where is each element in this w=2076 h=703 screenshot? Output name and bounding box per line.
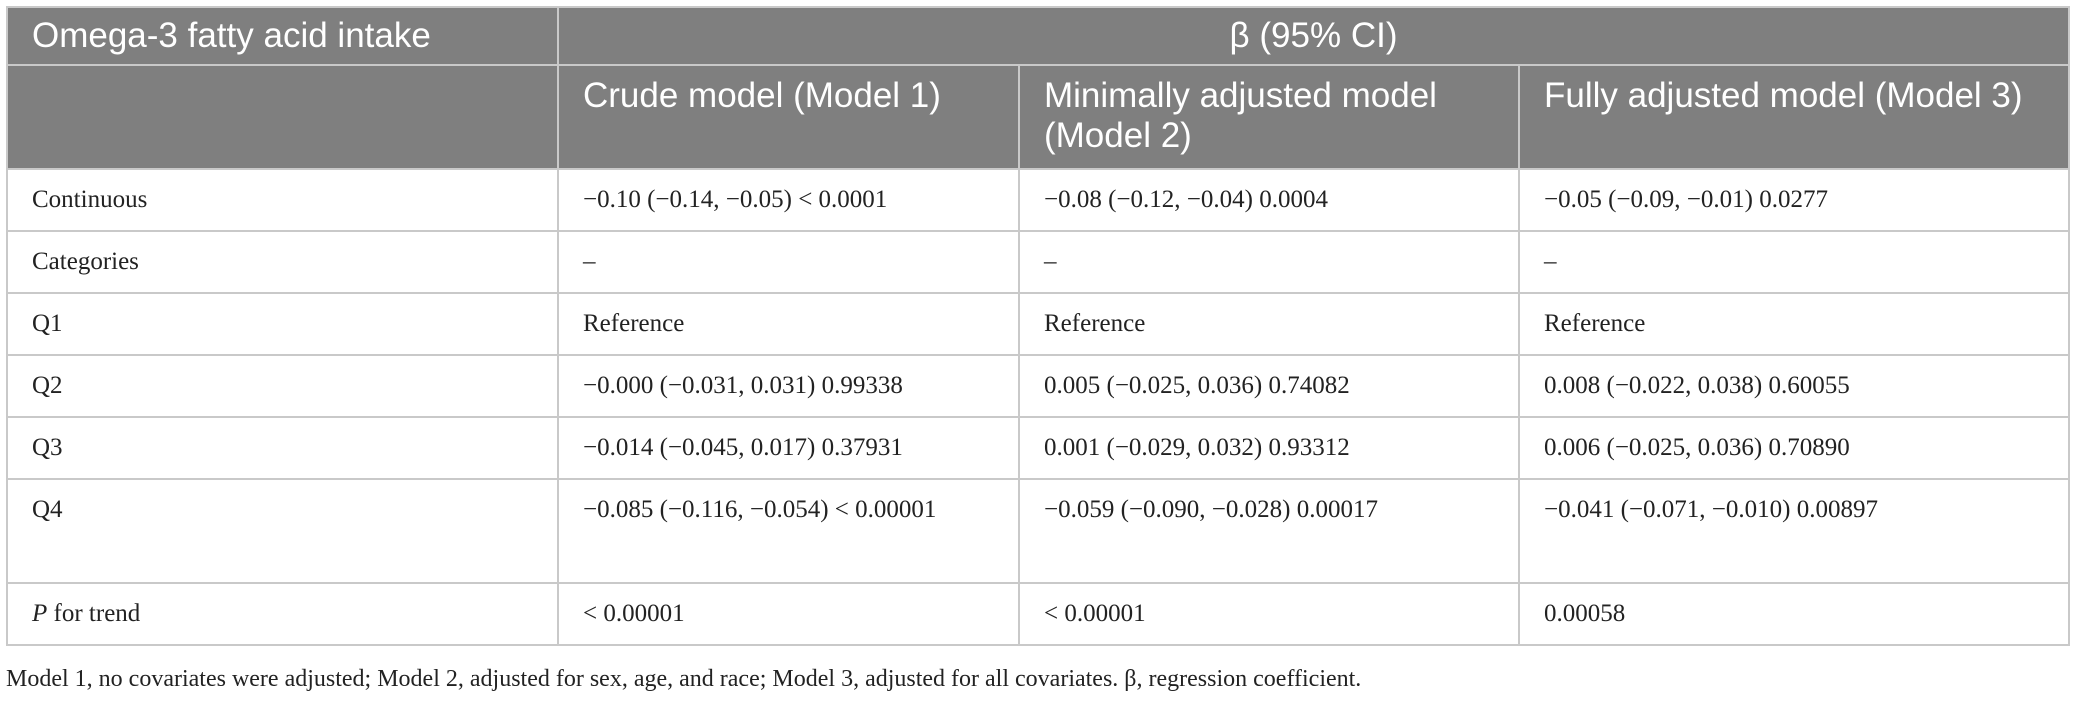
cell-model-2: −0.059 (−0.090, −0.028) 0.00017 bbox=[1018, 478, 1520, 584]
cell-model-2: −0.08 (−0.12, −0.04) 0.0004 bbox=[1018, 168, 1520, 232]
table-row-q2: Q2 −0.000 (−0.031, 0.031) 0.99338 0.005 … bbox=[6, 354, 2071, 418]
table-row-q1: Q1 Reference Reference Reference bbox=[6, 292, 2071, 356]
cell-model-1: −0.000 (−0.031, 0.031) 0.99338 bbox=[557, 354, 1020, 418]
cell-model-3: 0.00058 bbox=[1517, 582, 2071, 646]
row-label: Categories bbox=[6, 230, 559, 294]
cell-model-2: Reference bbox=[1018, 292, 1520, 356]
table-footnote: Model 1, no covariates were adjusted; Mo… bbox=[6, 666, 1362, 692]
cell-model-3: 0.006 (−0.025, 0.036) 0.70890 bbox=[1517, 416, 2071, 480]
table-row-p-for-trend: P for trend < 0.00001 < 0.00001 0.00058 bbox=[6, 582, 2071, 646]
cell-model-3: −0.05 (−0.09, −0.01) 0.0277 bbox=[1517, 168, 2071, 232]
header-exposure: Omega-3 fatty acid intake bbox=[6, 6, 559, 66]
row-label: Q1 bbox=[6, 292, 559, 356]
trend-label-rest: for trend bbox=[47, 600, 141, 627]
table-row-q3: Q3 −0.014 (−0.045, 0.017) 0.37931 0.001 … bbox=[6, 416, 2071, 480]
header-row-2: Crude model (Model 1) Minimally adjusted… bbox=[6, 64, 2071, 170]
row-label: Q3 bbox=[6, 416, 559, 480]
cell-model-2: – bbox=[1018, 230, 1520, 294]
cell-model-2: < 0.00001 bbox=[1018, 582, 1520, 646]
results-table-container: Omega-3 fatty acid intake β (95% CI) Cru… bbox=[6, 6, 2071, 646]
results-table: Omega-3 fatty acid intake β (95% CI) Cru… bbox=[6, 6, 2071, 646]
cell-model-2: 0.005 (−0.025, 0.036) 0.74082 bbox=[1018, 354, 1520, 418]
cell-model-3: Reference bbox=[1517, 292, 2071, 356]
cell-model-1: −0.014 (−0.045, 0.017) 0.37931 bbox=[557, 416, 1020, 480]
cell-model-1: Reference bbox=[557, 292, 1020, 356]
cell-model-1: −0.085 (−0.116, −0.054) < 0.00001 bbox=[557, 478, 1020, 584]
header-model-3: Fully adjusted model (Model 3) bbox=[1517, 64, 2071, 170]
cell-model-1: −0.10 (−0.14, −0.05) < 0.0001 bbox=[557, 168, 1020, 232]
cell-model-1: < 0.00001 bbox=[557, 582, 1020, 646]
cell-model-1: – bbox=[557, 230, 1020, 294]
p-italic: P bbox=[32, 600, 48, 627]
cell-model-2: 0.001 (−0.029, 0.032) 0.93312 bbox=[1018, 416, 1520, 480]
table-row-categories: Categories – – – bbox=[6, 230, 2071, 294]
row-label: Continuous bbox=[6, 168, 559, 232]
row-label: Q2 bbox=[6, 354, 559, 418]
header-model-1: Crude model (Model 1) bbox=[557, 64, 1020, 170]
cell-model-3: – bbox=[1517, 230, 2071, 294]
table-row-q4: Q4 −0.085 (−0.116, −0.054) < 0.00001 −0.… bbox=[6, 478, 2071, 584]
row-label: P for trend bbox=[6, 582, 559, 646]
cell-model-3: 0.008 (−0.022, 0.038) 0.60055 bbox=[1517, 354, 2071, 418]
row-label: Q4 bbox=[6, 478, 559, 584]
table-row-continuous: Continuous −0.10 (−0.14, −0.05) < 0.0001… bbox=[6, 168, 2071, 232]
cell-model-3: −0.041 (−0.071, −0.010) 0.00897 bbox=[1517, 478, 2071, 584]
header-beta-ci: β (95% CI) bbox=[556, 6, 2071, 66]
header-row-1: Omega-3 fatty acid intake β (95% CI) bbox=[6, 6, 2071, 66]
header-empty-cell bbox=[6, 64, 559, 170]
header-model-2: Minimally adjusted model (Model 2) bbox=[1018, 64, 1520, 170]
